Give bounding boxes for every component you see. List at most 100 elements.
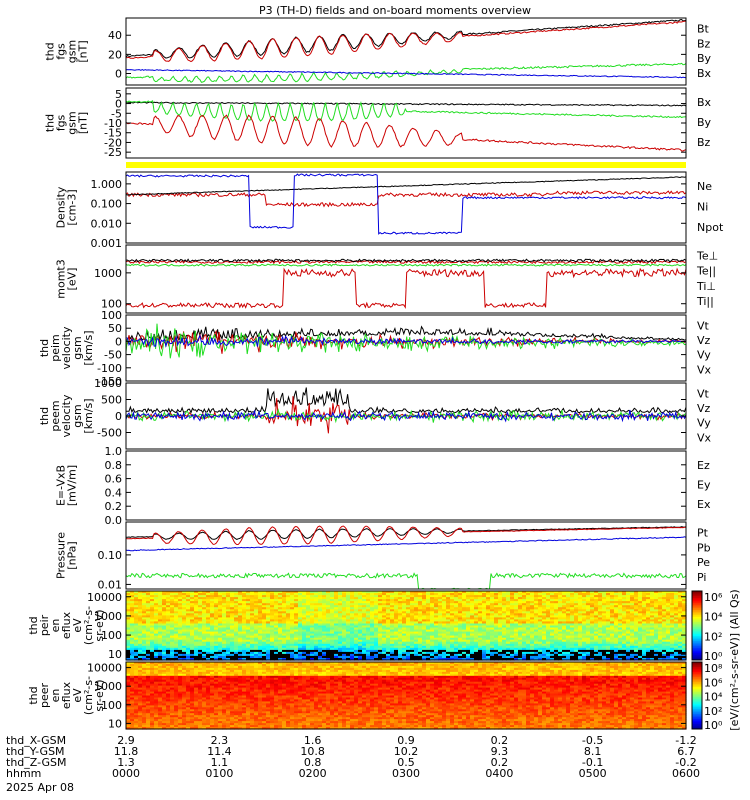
heatmap-cell bbox=[138, 627, 143, 631]
heatmap-cell bbox=[254, 658, 259, 661]
heatmap-cell bbox=[270, 645, 275, 649]
heatmap-cell bbox=[358, 635, 363, 639]
y-axis-label: [nT] bbox=[77, 112, 90, 134]
heatmap-cell bbox=[318, 655, 323, 659]
heatmap-cell bbox=[398, 597, 403, 600]
heatmap-cell bbox=[146, 595, 151, 598]
heatmap-cell bbox=[226, 631, 231, 635]
heatmap-cell bbox=[274, 591, 279, 594]
heatmap-cell bbox=[142, 619, 147, 622]
heatmap-cell bbox=[342, 625, 347, 629]
heatmap-cell bbox=[306, 647, 311, 651]
heatmap-cell bbox=[370, 653, 375, 657]
heatmap-cell bbox=[430, 645, 435, 649]
heatmap-cell bbox=[370, 591, 375, 594]
heatmap-cell bbox=[166, 641, 171, 645]
heatmap-cell bbox=[398, 621, 403, 624]
heatmap-cell bbox=[166, 595, 171, 598]
y-tick-label: 0.8 bbox=[105, 459, 123, 472]
heatmap-cell bbox=[346, 625, 351, 629]
heatmap-cell bbox=[394, 651, 399, 655]
heatmap-cell bbox=[230, 591, 235, 594]
heatmap-cell bbox=[430, 617, 435, 620]
heatmap-cell bbox=[226, 619, 231, 622]
heatmap-cell bbox=[290, 607, 295, 610]
heatmap-cell bbox=[266, 615, 271, 618]
heatmap-cell bbox=[350, 619, 355, 622]
heatmap-cell bbox=[314, 617, 319, 620]
heatmap-cell bbox=[446, 619, 451, 622]
heatmap-cell bbox=[198, 615, 203, 618]
heatmap-cell bbox=[238, 617, 243, 620]
heatmap-cell bbox=[302, 649, 307, 653]
y-tick-label: 500 bbox=[101, 394, 122, 407]
heatmap-cell bbox=[322, 593, 327, 596]
heatmap-cell bbox=[226, 658, 231, 661]
heatmap-cell bbox=[202, 603, 207, 606]
heatmap-cell bbox=[354, 603, 359, 606]
heatmap-cell bbox=[334, 635, 339, 639]
heatmap-cell bbox=[254, 613, 259, 616]
heatmap-cell bbox=[386, 625, 391, 629]
heatmap-cell bbox=[194, 633, 199, 637]
heatmap-cell bbox=[338, 609, 343, 612]
heatmap-cell bbox=[290, 637, 295, 641]
heatmap-cell bbox=[278, 658, 283, 661]
heatmap-cell bbox=[274, 647, 279, 651]
heatmap-cell bbox=[454, 637, 459, 641]
heatmap-cell bbox=[462, 653, 467, 657]
heatmap-cell bbox=[318, 633, 323, 637]
heatmap-cell bbox=[210, 607, 215, 610]
heatmap-cell bbox=[214, 653, 219, 657]
heatmap-cell bbox=[358, 617, 363, 620]
heatmap-cell bbox=[306, 615, 311, 618]
heatmap-cell bbox=[186, 647, 191, 651]
heatmap-cell bbox=[218, 611, 223, 614]
heatmap-cell bbox=[350, 613, 355, 616]
heatmap-cell bbox=[158, 593, 163, 596]
heatmap-cell bbox=[286, 617, 291, 620]
heatmap-cell bbox=[254, 625, 259, 629]
panel-frame bbox=[125, 17, 687, 86]
heatmap-cell bbox=[378, 609, 383, 612]
heatmap-cell bbox=[258, 621, 263, 624]
heatmap-cell bbox=[454, 649, 459, 653]
heatmap-cell bbox=[230, 619, 235, 622]
heatmap-cell bbox=[214, 595, 219, 598]
heatmap-cell bbox=[206, 631, 211, 635]
heatmap-cell bbox=[166, 597, 171, 600]
heatmap-cell bbox=[414, 611, 419, 614]
heatmap-cell bbox=[214, 633, 219, 637]
heatmap-cell bbox=[394, 631, 399, 635]
heatmap-cell bbox=[142, 649, 147, 653]
heatmap-cell bbox=[298, 631, 303, 635]
heatmap-cell bbox=[194, 593, 199, 596]
heatmap-cell bbox=[230, 613, 235, 616]
heatmap-cell bbox=[286, 631, 291, 635]
heatmap-cell bbox=[390, 633, 395, 637]
heatmap-cell bbox=[326, 607, 331, 610]
heatmap-cell bbox=[338, 633, 343, 637]
heatmap-cell bbox=[222, 611, 227, 614]
heatmap-cell bbox=[150, 658, 155, 661]
heatmap-cell bbox=[242, 639, 247, 643]
heatmap-cell bbox=[454, 607, 459, 610]
heatmap-cell bbox=[418, 641, 423, 645]
y-tick-label: 1000 bbox=[94, 377, 122, 390]
heatmap-cell bbox=[450, 607, 455, 610]
heatmap-cell bbox=[350, 635, 355, 639]
heatmap-cell bbox=[186, 633, 191, 637]
heatmap-cell bbox=[306, 607, 311, 610]
heatmap-cell bbox=[330, 601, 335, 604]
heatmap-cell bbox=[302, 658, 307, 661]
heatmap-cell bbox=[206, 611, 211, 614]
heatmap-cell bbox=[382, 631, 387, 635]
y-tick-label: -500 bbox=[97, 427, 122, 440]
heatmap-cell bbox=[450, 601, 455, 604]
heatmap-cell bbox=[266, 641, 271, 645]
heatmap-cell bbox=[178, 597, 183, 600]
heatmap-cell bbox=[390, 611, 395, 614]
heatmap-cell bbox=[150, 637, 155, 641]
heatmap-cell bbox=[418, 655, 423, 659]
heatmap-cell bbox=[426, 613, 431, 616]
